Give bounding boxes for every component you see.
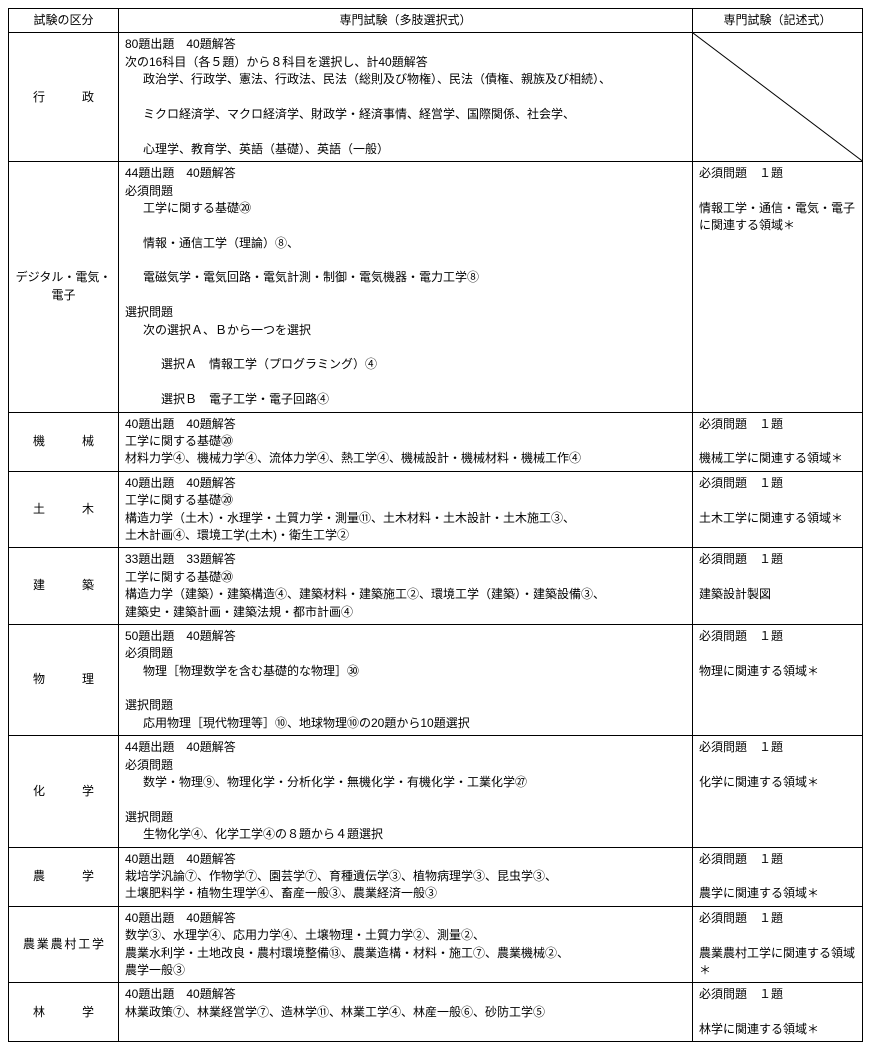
- table-row: 化学44題出題 40題解答必須問題数学・物理⑨、物理化学・分析化学・無機化学・有…: [9, 736, 863, 847]
- written-cell: [693, 33, 863, 162]
- written-cell: 必須問題 １題土木工学に関連する領域＊: [693, 471, 863, 548]
- category-cell: 農学: [9, 847, 119, 906]
- multi-cell: 40題出題 40題解答林業政策⑦、林業経営学⑦、造林学⑪、林業工学④、林産一般⑥…: [119, 983, 693, 1042]
- category-cell: 機械: [9, 412, 119, 471]
- category-cell: 化学: [9, 736, 119, 847]
- multi-cell: 44題出題 40題解答必須問題工学に関する基礎⑳情報・通信工学（理論）⑧、電磁気…: [119, 162, 693, 412]
- table-row: 農業農村工学40題出題 40題解答数学③、水理学④、応用力学④、土壌物理・土質力…: [9, 906, 863, 983]
- header-written: 専門試験（記述式）: [693, 9, 863, 33]
- written-cell: 必須問題 １題林学に関連する領域＊: [693, 983, 863, 1042]
- table-row: 機械40題出題 40題解答工学に関する基礎⑳材料力学④、機械力学④、流体力学④、…: [9, 412, 863, 471]
- multi-cell: 80題出題 40題解答次の16科目（各５題）から８科目を選択し、計40題解答政治…: [119, 33, 693, 162]
- multi-cell: 40題出題 40題解答栽培学汎論⑦、作物学⑦、園芸学⑦、育種遺伝学③、植物病理学…: [119, 847, 693, 906]
- table-row: 土木40題出題 40題解答工学に関する基礎⑳構造力学（土木）・水理学・土質力学・…: [9, 471, 863, 548]
- table-row: 林学40題出題 40題解答林業政策⑦、林業経営学⑦、造林学⑪、林業工学④、林産一…: [9, 983, 863, 1042]
- table-row: 行政80題出題 40題解答次の16科目（各５題）から８科目を選択し、計40題解答…: [9, 33, 863, 162]
- table-row: 建築33題出題 33題解答工学に関する基礎⑳構造力学（建築）・建築構造④、建築材…: [9, 548, 863, 625]
- header-row: 試験の区分 専門試験（多肢選択式） 専門試験（記述式）: [9, 9, 863, 33]
- category-cell: 物理: [9, 624, 119, 735]
- written-cell: 必須問題 １題化学に関連する領域＊: [693, 736, 863, 847]
- multi-cell: 50題出題 40題解答必須問題物理［物理数学を含む基礎的な物理］㉚選択問題応用物…: [119, 624, 693, 735]
- multi-cell: 40題出題 40題解答数学③、水理学④、応用力学④、土壌物理・土質力学②、測量②…: [119, 906, 693, 983]
- category-cell: 行政: [9, 33, 119, 162]
- table-row: デジタル・電気・電子44題出題 40題解答必須問題工学に関する基礎⑳情報・通信工…: [9, 162, 863, 412]
- written-cell: 必須問題 １題農学に関連する領域＊: [693, 847, 863, 906]
- multi-cell: 40題出題 40題解答工学に関する基礎⑳材料力学④、機械力学④、流体力学④、熱工…: [119, 412, 693, 471]
- multi-cell: 44題出題 40題解答必須問題数学・物理⑨、物理化学・分析化学・無機化学・有機化…: [119, 736, 693, 847]
- category-cell: 林学: [9, 983, 119, 1042]
- category-cell: デジタル・電気・電子: [9, 162, 119, 412]
- multi-cell: 40題出題 40題解答工学に関する基礎⑳構造力学（土木）・水理学・土質力学・測量…: [119, 471, 693, 548]
- category-cell: 農業農村工学: [9, 906, 119, 983]
- table-row: 農学40題出題 40題解答栽培学汎論⑦、作物学⑦、園芸学⑦、育種遺伝学③、植物病…: [9, 847, 863, 906]
- written-cell: 必須問題 １題物理に関連する領域＊: [693, 624, 863, 735]
- table-row: 物理50題出題 40題解答必須問題物理［物理数学を含む基礎的な物理］㉚選択問題応…: [9, 624, 863, 735]
- category-cell: 土木: [9, 471, 119, 548]
- written-cell: 必須問題 １題農業農村工学に関連する領域＊: [693, 906, 863, 983]
- written-cell: 必須問題 １題情報工学・通信・電気・電子に関連する領域＊: [693, 162, 863, 412]
- multi-cell: 33題出題 33題解答工学に関する基礎⑳構造力学（建築）・建築構造④、建築材料・…: [119, 548, 693, 625]
- written-cell: 必須問題 １題建築設計製図: [693, 548, 863, 625]
- category-cell: 建築: [9, 548, 119, 625]
- written-cell: 必須問題 １題機械工学に関連する領域＊: [693, 412, 863, 471]
- header-category: 試験の区分: [9, 9, 119, 33]
- exam-table: 試験の区分 専門試験（多肢選択式） 専門試験（記述式） 行政80題出題 40題解…: [8, 8, 863, 1042]
- header-multi: 専門試験（多肢選択式）: [119, 9, 693, 33]
